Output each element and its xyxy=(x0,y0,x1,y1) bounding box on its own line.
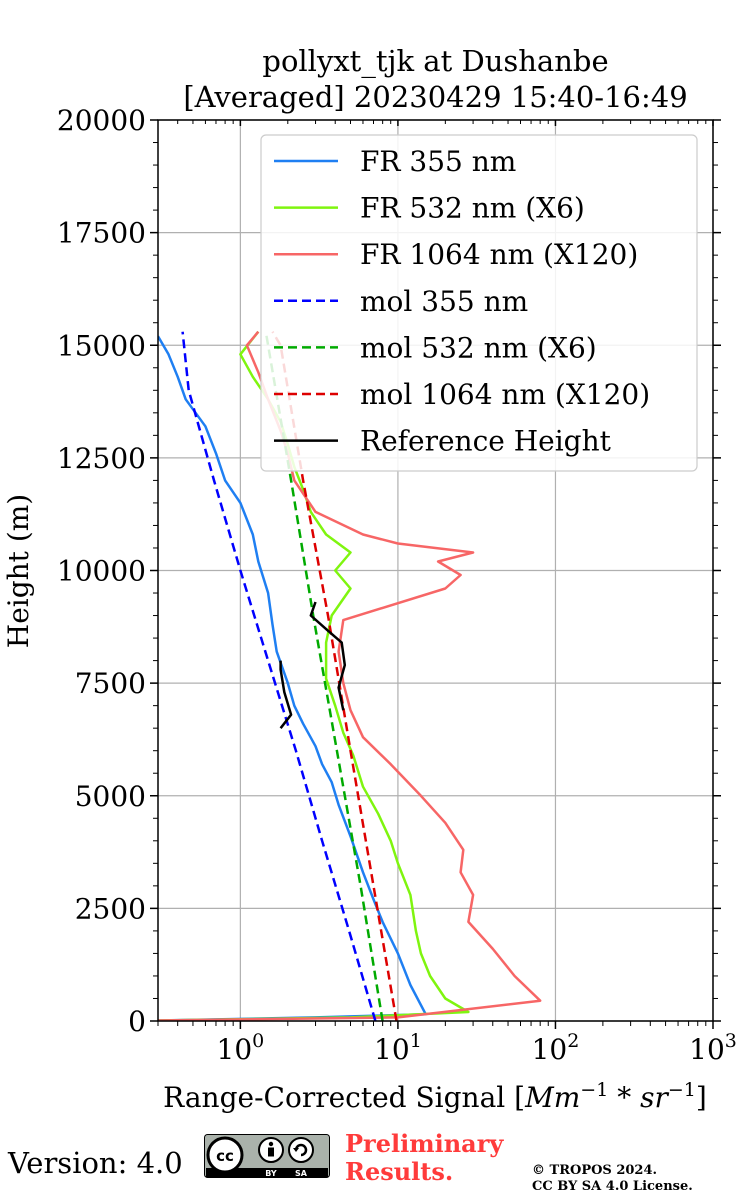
legend: FR 355 nm FR 532 nm (X6) FR 1064 nm (X120)… xyxy=(260,134,698,472)
x-axis-label: Range-Corrected Signal [Mm−1 * sr−1] xyxy=(163,1079,707,1114)
preliminary-results-note: Preliminary Results. xyxy=(345,1129,504,1186)
version-label: Version: 4.0 xyxy=(8,1146,183,1180)
x-axis-label-star: * xyxy=(608,1081,640,1114)
legend-box xyxy=(260,134,698,472)
x-tick-label-2: 102 xyxy=(532,1030,580,1066)
y-tick-label-4: 10000 xyxy=(57,555,146,588)
y-tick-label-8: 20000 xyxy=(57,104,146,137)
y-axis-label: Height (m) xyxy=(2,494,35,648)
series-line-6-segment-0 xyxy=(279,660,293,729)
x-axis-label-unit: Mm xyxy=(524,1081,580,1114)
cc-by-sa-logo: cc BY SA xyxy=(204,1134,330,1178)
y-tick-label-1: 2500 xyxy=(75,892,146,925)
legend-label-6: Reference Height xyxy=(360,425,612,458)
x-tick-label-0: 100 xyxy=(217,1030,265,1066)
y-tick-label-3: 7500 xyxy=(75,667,146,700)
y-tick-label-7: 17500 xyxy=(57,217,146,250)
legend-label-5: mol 1064 nm (X120) xyxy=(360,378,650,411)
x-axis-label-exp2: −1 xyxy=(668,1079,696,1101)
svg-text:cc: cc xyxy=(216,1147,234,1165)
y-tick-label-6: 15000 xyxy=(57,329,146,362)
svg-text:SA: SA xyxy=(295,1169,308,1178)
legend-label-0: FR 355 nm xyxy=(360,145,516,178)
legend-label-4: mol 532 nm (X6) xyxy=(360,331,597,364)
series-line-4 xyxy=(264,331,384,1021)
copyright-note: © TROPOS 2024. CC BY SA 4.0 License. xyxy=(532,1163,693,1194)
x-tick-label-3: 103 xyxy=(689,1030,737,1066)
x-axis-label-main: Range-Corrected Signal [ xyxy=(163,1081,525,1114)
y-tick-label-5: 12500 xyxy=(57,442,146,475)
series-line-0 xyxy=(158,335,427,1021)
legend-label-1: FR 532 nm (X6) xyxy=(360,192,585,225)
y-tick-label-0: 0 xyxy=(128,1005,146,1038)
chart-title-line2: [Averaged] 20230429 15:40-16:49 xyxy=(183,80,688,114)
x-axis-label-close: ] xyxy=(696,1081,707,1114)
chart-title-line1: pollyxt_tjk at Dushanbe xyxy=(262,44,609,78)
series-line-5 xyxy=(271,331,398,1021)
svg-text:BY: BY xyxy=(265,1169,277,1178)
x-axis-label-exp1: −1 xyxy=(580,1079,608,1101)
x-tick-label-1: 101 xyxy=(374,1030,422,1066)
y-tick-label-2: 5000 xyxy=(75,780,146,813)
legend-label-3: mol 355 nm xyxy=(360,285,528,318)
ticks: 100 101 102 103 0 2500 5000 7500 10000 12500 15000… xyxy=(57,104,737,1066)
legend-label-2: FR 1064 nm (X120) xyxy=(360,238,638,271)
x-axis-label-sr: sr xyxy=(640,1081,669,1114)
series-line-6-segment-1 xyxy=(309,601,347,711)
